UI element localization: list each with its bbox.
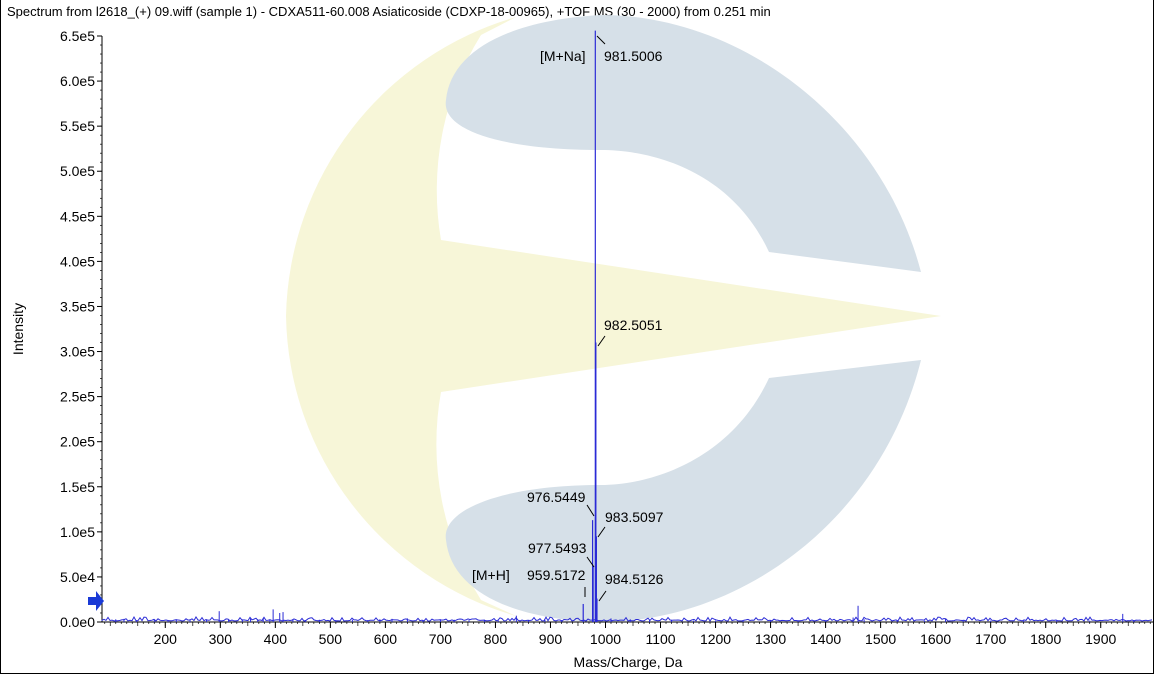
spectrum-title: Spectrum from l2618_(+) 09.wiff (sample …	[7, 4, 771, 19]
y-tick-label: 1.0e5	[60, 524, 95, 540]
leader-983	[597, 526, 606, 538]
y-tick-label: 4.0e5	[60, 253, 95, 269]
logo-watermark-yellow	[286, 17, 941, 616]
y-tick-label: 5.5e5	[60, 118, 95, 134]
annotation-983-mz: 983.5097	[605, 509, 664, 525]
x-tick-label: 1000	[590, 631, 621, 647]
y-tick-label: 6.5e5	[60, 28, 95, 44]
major-peaks	[582, 30, 598, 622]
x-tick-label: 800	[484, 631, 508, 647]
y-tick-label: 2.5e5	[60, 389, 95, 405]
y-tick-label: 2.0e5	[60, 434, 95, 450]
y-tick-label: 0.0e0	[60, 614, 95, 630]
logo-watermark-blue-bottom	[445, 360, 921, 622]
logo-watermark	[286, 15, 941, 622]
x-tick-label: 1400	[810, 631, 841, 647]
x-tick-label: 1200	[700, 631, 731, 647]
x-axis-ticks: 200 300 400 500 600 700 800 900 1000 1100 1200 1300…	[154, 622, 1117, 647]
annotation-984-mz: 984.5126	[605, 571, 664, 587]
y-tick-label: 4.5e5	[60, 208, 95, 224]
x-tick-label: 1600	[920, 631, 951, 647]
y-tick-label: 3.5e5	[60, 298, 95, 314]
minor-peaks	[115, 605, 1135, 622]
x-tick-label: 1800	[1030, 631, 1061, 647]
y-tick-label: 1.5e5	[60, 479, 95, 495]
annotation-977-mz: 977.5493	[528, 540, 587, 556]
y-tick-label: 6.0e5	[60, 73, 95, 89]
x-tick-label: 200	[154, 631, 178, 647]
y-tick-label: 3.0e5	[60, 344, 95, 360]
annotation-981-label: [M+Na]	[540, 48, 586, 64]
y-axis-label: Intensity	[10, 303, 26, 355]
leader-984	[598, 590, 607, 602]
annotation-959-label: [M+H]	[472, 567, 510, 583]
x-tick-label: 300	[209, 631, 233, 647]
y-tick-label: 5.0e4	[60, 569, 95, 585]
x-tick-label: 1500	[865, 631, 896, 647]
x-tick-label: 1300	[755, 631, 786, 647]
x-axis-minor-ticks	[104, 622, 1151, 626]
x-tick-label: 500	[319, 631, 343, 647]
peak-annotations: 981.5006 [M+Na] 982.5051 976.5449 983.50…	[472, 35, 664, 602]
leader-976	[586, 504, 595, 517]
right-arrow-icon[interactable]	[88, 591, 104, 611]
annotation-959-mz: 959.5172	[527, 567, 586, 583]
x-tick-label: 1700	[975, 631, 1006, 647]
x-tick-label: 1100	[645, 631, 675, 647]
baseline-noise	[101, 615, 1153, 622]
annotation-981-mz: 981.5006	[604, 48, 663, 64]
annotation-982-mz: 982.5051	[604, 317, 663, 333]
leader-977	[586, 556, 595, 568]
spectrum-baseline	[101, 615, 1153, 622]
x-tick-label: 1900	[1085, 631, 1116, 647]
leader-981	[596, 35, 606, 45]
x-tick-label: 600	[374, 631, 398, 647]
x-tick-label: 900	[539, 631, 563, 647]
y-axis-ticks: 0.0e0 5.0e4 1.0e5 1.5e5 2.0e5 2.5e5 3.0e5 3.5e5…	[60, 28, 102, 630]
x-tick-label: 700	[429, 631, 453, 647]
leader-982	[597, 335, 606, 347]
x-tick-label: 400	[264, 631, 288, 647]
x-axis-label: Mass/Charge, Da	[574, 654, 683, 670]
logo-watermark-blue-top	[445, 15, 921, 272]
annotation-976-mz: 976.5449	[527, 489, 586, 505]
y-tick-label: 5.0e5	[60, 163, 95, 179]
